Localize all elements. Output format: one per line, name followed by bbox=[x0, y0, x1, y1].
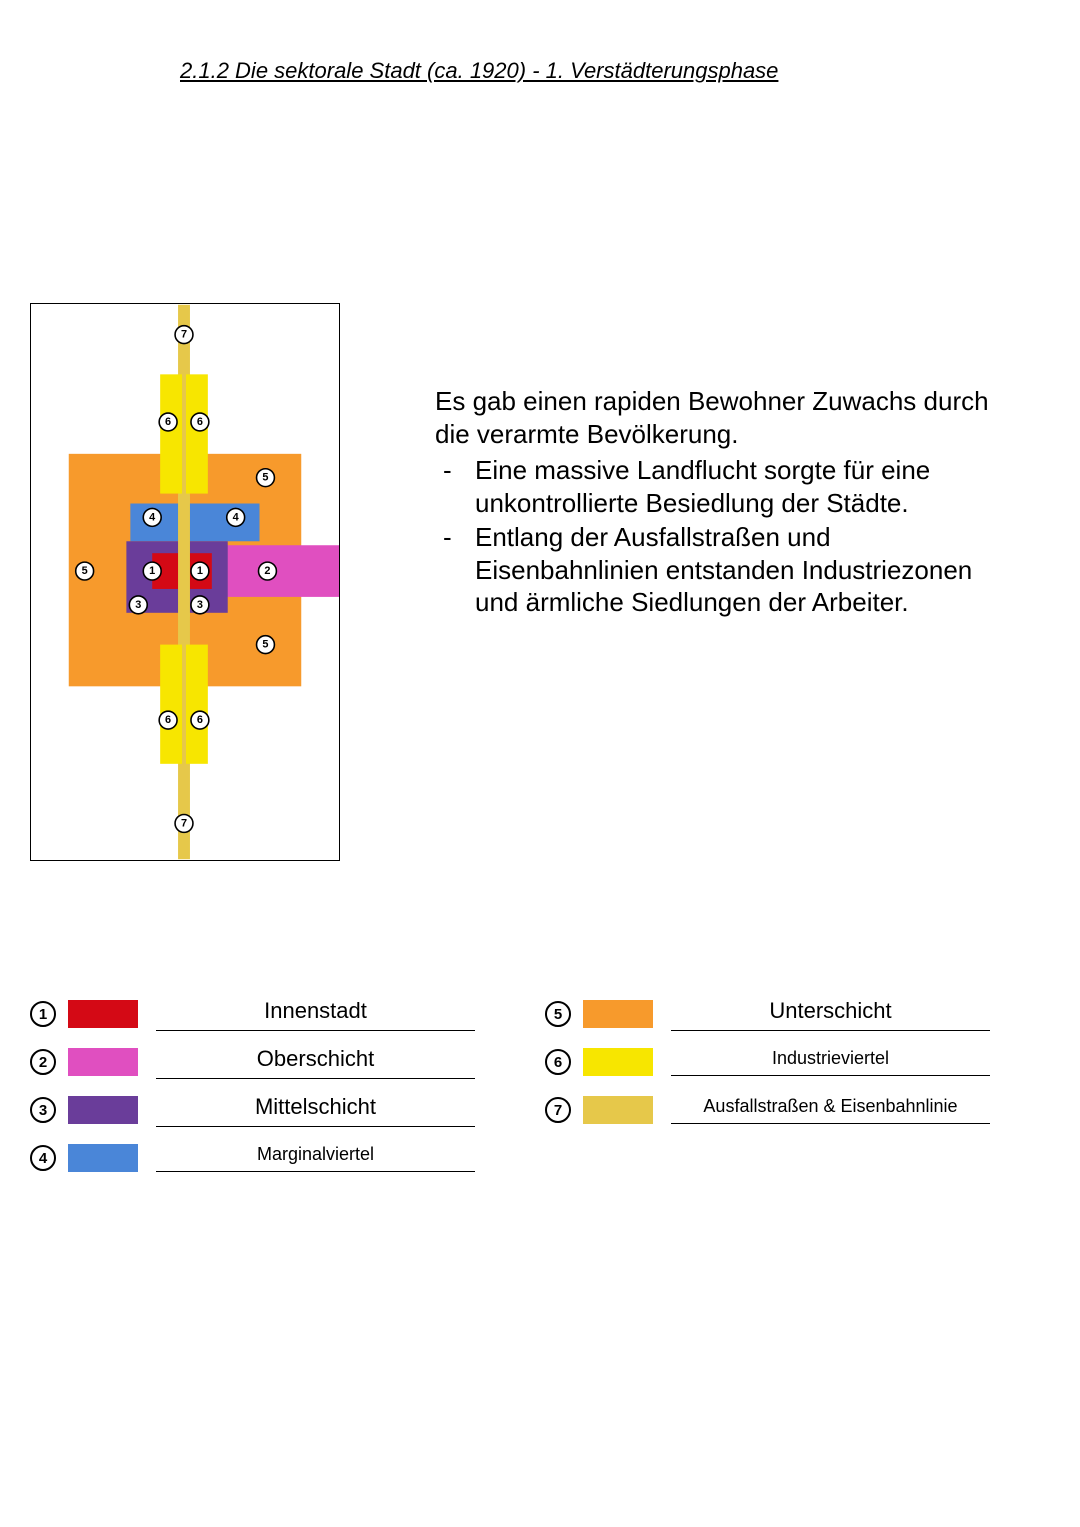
diagram-marker: 6 bbox=[159, 711, 177, 729]
diagram-marker: 3 bbox=[129, 596, 147, 614]
svg-text:3: 3 bbox=[197, 599, 203, 611]
legend-row: 1 Innenstadt bbox=[30, 990, 475, 1038]
legend-row: 2 Oberschicht bbox=[30, 1038, 475, 1086]
svg-text:5: 5 bbox=[262, 472, 268, 484]
legend-number: 5 bbox=[545, 1001, 571, 1027]
description-bullet: Eine massive Landflucht sorgte für eine … bbox=[435, 454, 995, 519]
legend-row: 3 Mittelschicht bbox=[30, 1086, 475, 1134]
legend-label: Marginalviertel bbox=[156, 1144, 475, 1172]
legend-row: 6 Industrieviertel bbox=[545, 1038, 990, 1086]
legend-swatch bbox=[583, 1096, 653, 1124]
legend-swatch bbox=[583, 1048, 653, 1076]
diagram-marker: 7 bbox=[175, 814, 193, 832]
svg-text:6: 6 bbox=[197, 714, 203, 726]
diagram-marker: 1 bbox=[191, 562, 209, 580]
svg-text:6: 6 bbox=[165, 416, 171, 428]
legend-swatch bbox=[68, 1000, 138, 1028]
svg-text:4: 4 bbox=[149, 511, 155, 523]
svg-text:2: 2 bbox=[264, 565, 270, 577]
description-bullet: Entlang der Ausfallstraßen und Eisenbahn… bbox=[435, 521, 995, 619]
svg-text:5: 5 bbox=[262, 639, 268, 651]
legend-label: Ausfallstraßen & Eisenbahnlinie bbox=[671, 1096, 990, 1124]
diagram-marker: 6 bbox=[191, 413, 209, 431]
legend-label: Industrieviertel bbox=[671, 1048, 990, 1076]
legend-swatch bbox=[583, 1000, 653, 1028]
diagram-marker: 6 bbox=[159, 413, 177, 431]
diagram-marker: 4 bbox=[143, 508, 161, 526]
svg-text:6: 6 bbox=[165, 714, 171, 726]
svg-text:4: 4 bbox=[233, 511, 239, 523]
diagram-marker: 5 bbox=[257, 636, 275, 654]
svg-text:7: 7 bbox=[181, 329, 187, 341]
diagram-marker: 6 bbox=[191, 711, 209, 729]
description-intro: Es gab einen rapiden Bewohner Zuwachs du… bbox=[435, 385, 995, 450]
legend-number: 4 bbox=[30, 1145, 56, 1171]
legend-row: 7 Ausfallstraßen & Eisenbahnlinie bbox=[545, 1086, 990, 1134]
section-heading: 2.1.2 Die sektorale Stadt (ca. 1920) - 1… bbox=[180, 58, 778, 84]
diagram-marker: 3 bbox=[191, 596, 209, 614]
legend-label: Innenstadt bbox=[156, 998, 475, 1031]
city-diagram-svg: 7 6 6 5 4 4 5 1 1 2 3 3 5 6 6 7 bbox=[31, 304, 339, 860]
diagram-marker: 5 bbox=[76, 562, 94, 580]
diagram-marker: 4 bbox=[227, 508, 245, 526]
svg-text:1: 1 bbox=[197, 565, 203, 577]
legend-number: 6 bbox=[545, 1049, 571, 1075]
legend-number: 2 bbox=[30, 1049, 56, 1075]
svg-text:7: 7 bbox=[181, 817, 187, 829]
diagram-marker: 7 bbox=[175, 326, 193, 344]
legend-label: Unterschicht bbox=[671, 998, 990, 1031]
legend-number: 7 bbox=[545, 1097, 571, 1123]
legend: 1 Innenstadt 2 Oberschicht 3 Mittelschicht 4 Ma… bbox=[30, 990, 990, 1182]
legend-swatch bbox=[68, 1144, 138, 1172]
diagram-marker: 5 bbox=[257, 469, 275, 487]
svg-text:3: 3 bbox=[135, 599, 141, 611]
legend-column-left: 1 Innenstadt 2 Oberschicht 3 Mittelschicht 4 Ma… bbox=[30, 990, 475, 1182]
description-block: Es gab einen rapiden Bewohner Zuwachs du… bbox=[435, 385, 995, 619]
legend-number: 3 bbox=[30, 1097, 56, 1123]
city-diagram: 7 6 6 5 4 4 5 1 1 2 3 3 5 6 6 7 bbox=[30, 303, 340, 861]
diagram-marker: 1 bbox=[143, 562, 161, 580]
legend-column-right: 5 Unterschicht 6 Industrieviertel 7 Ausfallst… bbox=[545, 990, 990, 1182]
description-list: Eine massive Landflucht sorgte für eine … bbox=[435, 454, 995, 619]
legend-label: Mittelschicht bbox=[156, 1094, 475, 1127]
svg-text:1: 1 bbox=[149, 565, 155, 577]
svg-text:6: 6 bbox=[197, 416, 203, 428]
legend-swatch bbox=[68, 1048, 138, 1076]
diagram-marker: 2 bbox=[259, 562, 277, 580]
legend-row: 5 Unterschicht bbox=[545, 990, 990, 1038]
legend-label: Oberschicht bbox=[156, 1046, 475, 1079]
legend-row: 4 Marginalviertel bbox=[30, 1134, 475, 1182]
legend-swatch bbox=[68, 1096, 138, 1124]
svg-text:5: 5 bbox=[82, 565, 88, 577]
legend-number: 1 bbox=[30, 1001, 56, 1027]
